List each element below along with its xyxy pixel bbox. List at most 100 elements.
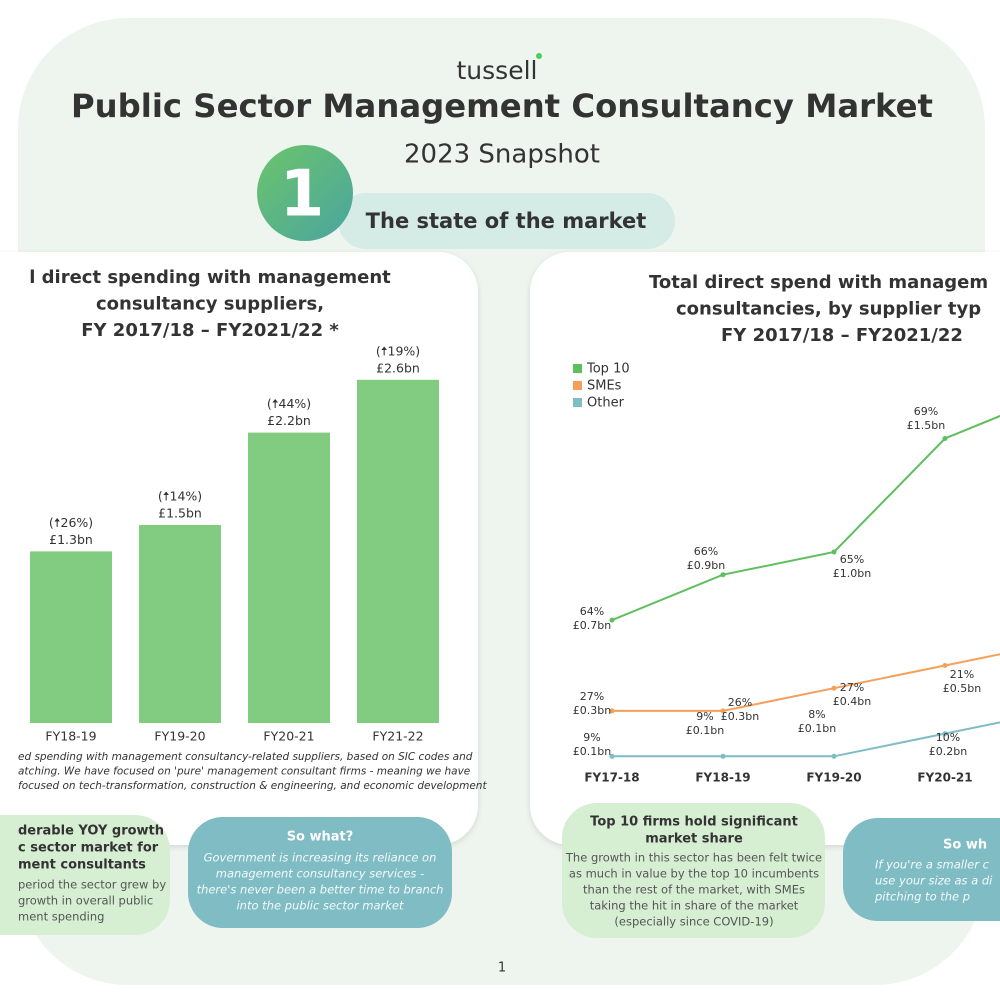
chart-title: FY 2017/18 – FY2021/22	[721, 325, 963, 346]
subtitle: 2023 Snapshot	[404, 140, 600, 170]
share-label: 9%	[583, 731, 600, 744]
chart-title: FY 2017/18 – FY2021/22 *	[81, 320, 339, 341]
value-label: £2.2bn	[267, 413, 311, 428]
legend-label: Top 10	[586, 362, 630, 377]
main-title: Public Sector Management Consultancy Mar…	[71, 87, 933, 125]
point	[831, 685, 837, 691]
content: l direct spending with management consult…	[0, 267, 1000, 938]
callout-title: Top 10 firms hold significant	[590, 815, 798, 830]
change-label: (🠅26%)	[49, 515, 93, 530]
point	[720, 708, 726, 714]
point	[609, 708, 615, 714]
share-label: 69%	[914, 405, 938, 418]
x-tick-label: FY19-20	[806, 771, 861, 785]
value-label: £0.4bn	[833, 695, 871, 708]
share-label: 10%	[936, 731, 960, 744]
right-panel	[530, 252, 1000, 845]
callout-body: as much in value by the top 10 incumbent…	[569, 867, 819, 881]
callout-title: So what?	[287, 830, 354, 845]
value-label: £1.3bn	[49, 532, 93, 547]
page-number: 1	[498, 961, 506, 976]
point	[720, 572, 726, 578]
callout-box	[188, 817, 452, 928]
callout-box	[562, 803, 825, 938]
section-number: 1	[280, 158, 325, 232]
chart-title: l direct spending with management	[29, 267, 391, 288]
change-label: (🠅19%)	[376, 343, 420, 358]
share-label: 64%	[580, 605, 604, 618]
callout-body: there's never been a better time to bran…	[197, 883, 444, 897]
x-tick-label: FY18-19	[695, 771, 750, 785]
x-tick-label: FY19-20	[154, 729, 205, 744]
chart-title: Total direct spend with managem	[649, 272, 988, 293]
legend-label: SMEs	[587, 379, 622, 394]
legend-swatch	[573, 364, 582, 373]
share-label: 8%	[808, 708, 825, 721]
brand-dot	[536, 53, 542, 59]
callout-box	[0, 815, 170, 935]
value-label: £0.2bn	[929, 745, 967, 758]
point	[942, 731, 948, 737]
x-tick-label: FY17-18	[584, 771, 639, 785]
value-label: £0.9bn	[687, 559, 725, 572]
value-label: £1.5bn	[158, 506, 202, 521]
callout-body: period the sector grew by	[18, 878, 166, 892]
bar	[139, 525, 221, 723]
callout-body: taking the hit in share of the market	[590, 899, 799, 913]
callout-body: into the public sector market	[236, 899, 403, 913]
change-label: (🠅14%)	[158, 489, 202, 504]
value-label: £0.1bn	[686, 724, 724, 737]
brand: tussell	[457, 56, 538, 85]
value-label: £0.7bn	[573, 619, 611, 632]
value-label: £0.1bn	[798, 722, 836, 735]
callout-title: market share	[645, 832, 743, 847]
callout-body: (especially since COVID-19)	[614, 915, 773, 929]
bar	[30, 551, 112, 723]
legend-label: Other	[587, 396, 625, 411]
callout-body: use your size as a di	[875, 874, 993, 888]
legend-swatch	[573, 398, 582, 407]
share-label: 27%	[580, 690, 604, 703]
share-label: 66%	[694, 545, 718, 558]
point	[609, 617, 615, 623]
bar	[357, 379, 439, 723]
footnote: atching. We have focused on 'pure' manag…	[18, 766, 470, 778]
share-label: 65%	[840, 553, 864, 566]
footnote: ed spending with management consultancy-…	[18, 751, 473, 763]
share-label: 27%	[840, 681, 864, 694]
value-label: £0.5bn	[943, 682, 981, 695]
value-label: £0.3bn	[721, 710, 759, 723]
footnote: focused on tech-transformation, construc…	[18, 780, 487, 792]
change-label: (🠅44%)	[267, 396, 311, 411]
point	[831, 549, 837, 555]
callout-body: ment spending	[18, 910, 104, 924]
chart-title: consultancy suppliers,	[96, 294, 324, 315]
value-label: £0.3bn	[573, 704, 611, 717]
x-tick-label: FY20-21	[917, 771, 972, 785]
share-label: 21%	[950, 668, 974, 681]
section-pill	[338, 193, 675, 249]
point	[942, 663, 948, 668]
callout-body: Government is increasing its reliance on	[204, 851, 437, 865]
callout-title: derable YOY growth	[18, 824, 164, 839]
bar	[248, 432, 330, 723]
value-label: £2.6bn	[376, 360, 420, 375]
point	[831, 753, 837, 759]
callout-title: ment consultants	[18, 858, 146, 873]
share-label: 9%	[696, 710, 713, 723]
section-title: The state of the market	[366, 209, 647, 233]
x-tick-label: FY20-21	[263, 729, 314, 744]
callout-title: c sector market for	[18, 841, 159, 856]
point	[609, 753, 615, 759]
legend-swatch	[573, 381, 582, 390]
share-label: 26%	[728, 696, 752, 709]
callout-box	[843, 818, 1000, 921]
point	[720, 753, 726, 759]
callout-title: So wh	[943, 838, 987, 853]
x-tick-label: FY21-22	[372, 729, 423, 744]
value-label: £1.0bn	[833, 567, 871, 580]
callout-body: than the rest of the market, with SMEs	[583, 883, 805, 897]
point	[942, 436, 948, 441]
chart-title: consultancies, by supplier typ	[676, 299, 981, 320]
